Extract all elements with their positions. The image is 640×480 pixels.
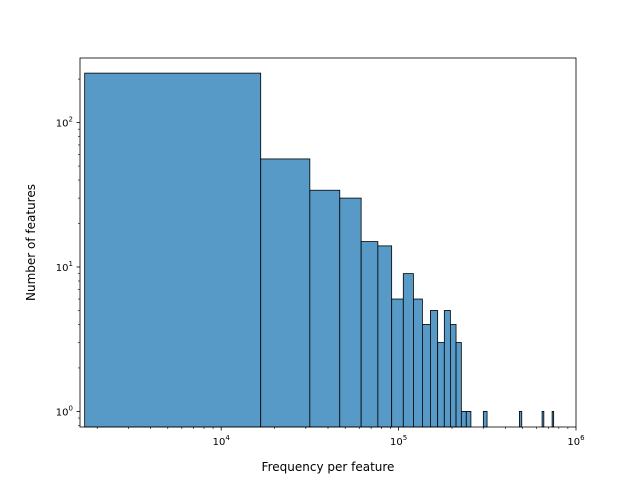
x-tick-label: 105 — [390, 434, 407, 448]
histogram-bar — [260, 158, 311, 428]
y-tick-label: 101 — [56, 260, 73, 274]
y-tick-label: 100 — [56, 404, 73, 418]
histogram-bar — [309, 189, 341, 428]
histogram-bar — [413, 298, 423, 428]
y-axis-label: Number of features — [24, 184, 38, 301]
y-tick-label: 102 — [56, 116, 73, 130]
histogram-bar — [518, 411, 523, 428]
histogram-bar — [482, 411, 488, 428]
bars-group — [84, 72, 555, 428]
x-tick-label: 106 — [567, 434, 585, 448]
x-axis-label: Frequency per feature — [262, 460, 395, 474]
histogram-bar — [460, 411, 467, 428]
histogram-bar — [541, 411, 545, 428]
histogram-bar — [449, 324, 457, 428]
histogram-bar — [551, 411, 555, 428]
x-tick-label: 104 — [213, 434, 231, 448]
histogram-bar — [339, 197, 362, 428]
histogram-bar — [377, 245, 393, 428]
histogram-bar — [437, 342, 445, 428]
histogram-bar — [455, 342, 462, 428]
histogram-bar — [421, 324, 431, 428]
histogram-bar — [465, 411, 472, 428]
histogram-bar — [443, 310, 451, 428]
histogram-bar — [391, 298, 404, 428]
histogram-bar — [360, 241, 379, 428]
histogram-bar — [402, 273, 414, 428]
histogram-bar — [84, 72, 262, 428]
histogram-bar — [429, 310, 439, 428]
axes-frame — [79, 57, 577, 428]
